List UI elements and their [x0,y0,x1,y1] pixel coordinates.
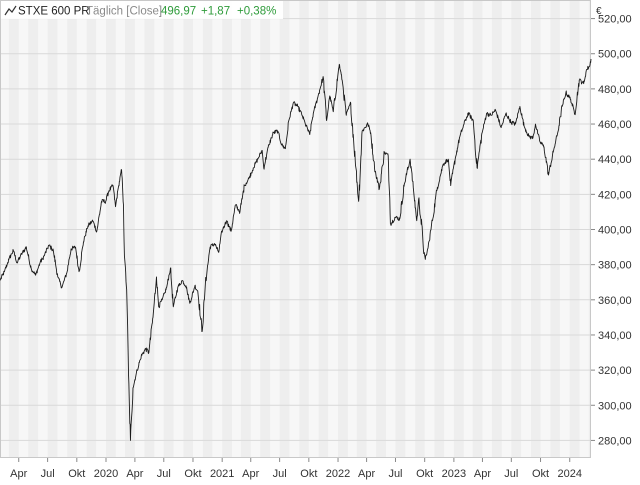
x-tick-label: Apr [126,468,143,480]
x-axis: Apr Jul Okt 2020 Apr Jul Okt 2021 Apr Jul Okt 2022 A… [10,458,582,480]
y-tick-label: 380,00 [598,260,632,272]
x-tick-label: 2020 [94,468,118,480]
series-line [0,58,592,441]
y-tick-label: 420,00 [598,189,632,201]
x-tick-label: Okt [532,468,549,480]
x-tick-label: Jul [504,468,518,480]
symbol-label: STXE 600 PR [18,6,90,18]
y-tick-label: 300,00 [598,400,632,412]
currency-label: € [596,6,602,17]
chart-header: STXE 600 PR Täglich [Close] 496,97 +1,87… [1,1,283,19]
gridlines [0,18,591,441]
x-tick-label: Jul [273,468,287,480]
last-price: 496,97 [161,6,196,18]
change-percent: +0,38% [237,6,276,18]
y-tick-label: 480,00 [598,84,632,96]
x-tick-label: Jul [388,468,402,480]
x-tick-label: Okt [416,468,433,480]
y-tick-label: 320,00 [598,365,632,377]
y-tick-label: 400,00 [598,225,632,237]
y-axis: 280,00 300,00 320,00 340,00 360,00 380,00 400,… [591,14,632,447]
x-tick-label: 2023 [442,468,466,480]
y-tick-label: 340,00 [598,330,632,342]
y-tick-label: 520,00 [598,14,632,26]
header-background [1,1,283,19]
y-tick-label: 280,00 [598,435,632,447]
x-tick-label: Okt [300,468,317,480]
x-tick-label: 2022 [326,468,350,480]
x-tick-label: Apr [242,468,259,480]
x-tick-label: Okt [184,468,201,480]
y-tick-label: 500,00 [598,49,632,61]
x-tick-label: Apr [10,468,27,480]
x-tick-label: Jul [157,468,171,480]
change-absolute: +1,87 [201,6,230,18]
x-tick-label: 2024 [557,468,581,480]
x-tick-label: Jul [41,468,55,480]
y-tick-label: 460,00 [598,119,632,131]
x-tick-label: Apr [358,468,375,480]
series-layer [0,58,592,441]
x-tick-label: Apr [474,468,491,480]
x-tick-label: 2021 [210,468,234,480]
y-tick-label: 440,00 [598,154,632,166]
line-chart-icon [4,5,17,16]
plot-frame [0,0,591,458]
y-tick-label: 360,00 [598,295,632,307]
interval-label: Täglich [Close] [86,6,162,18]
x-tick-label: Okt [68,468,85,480]
